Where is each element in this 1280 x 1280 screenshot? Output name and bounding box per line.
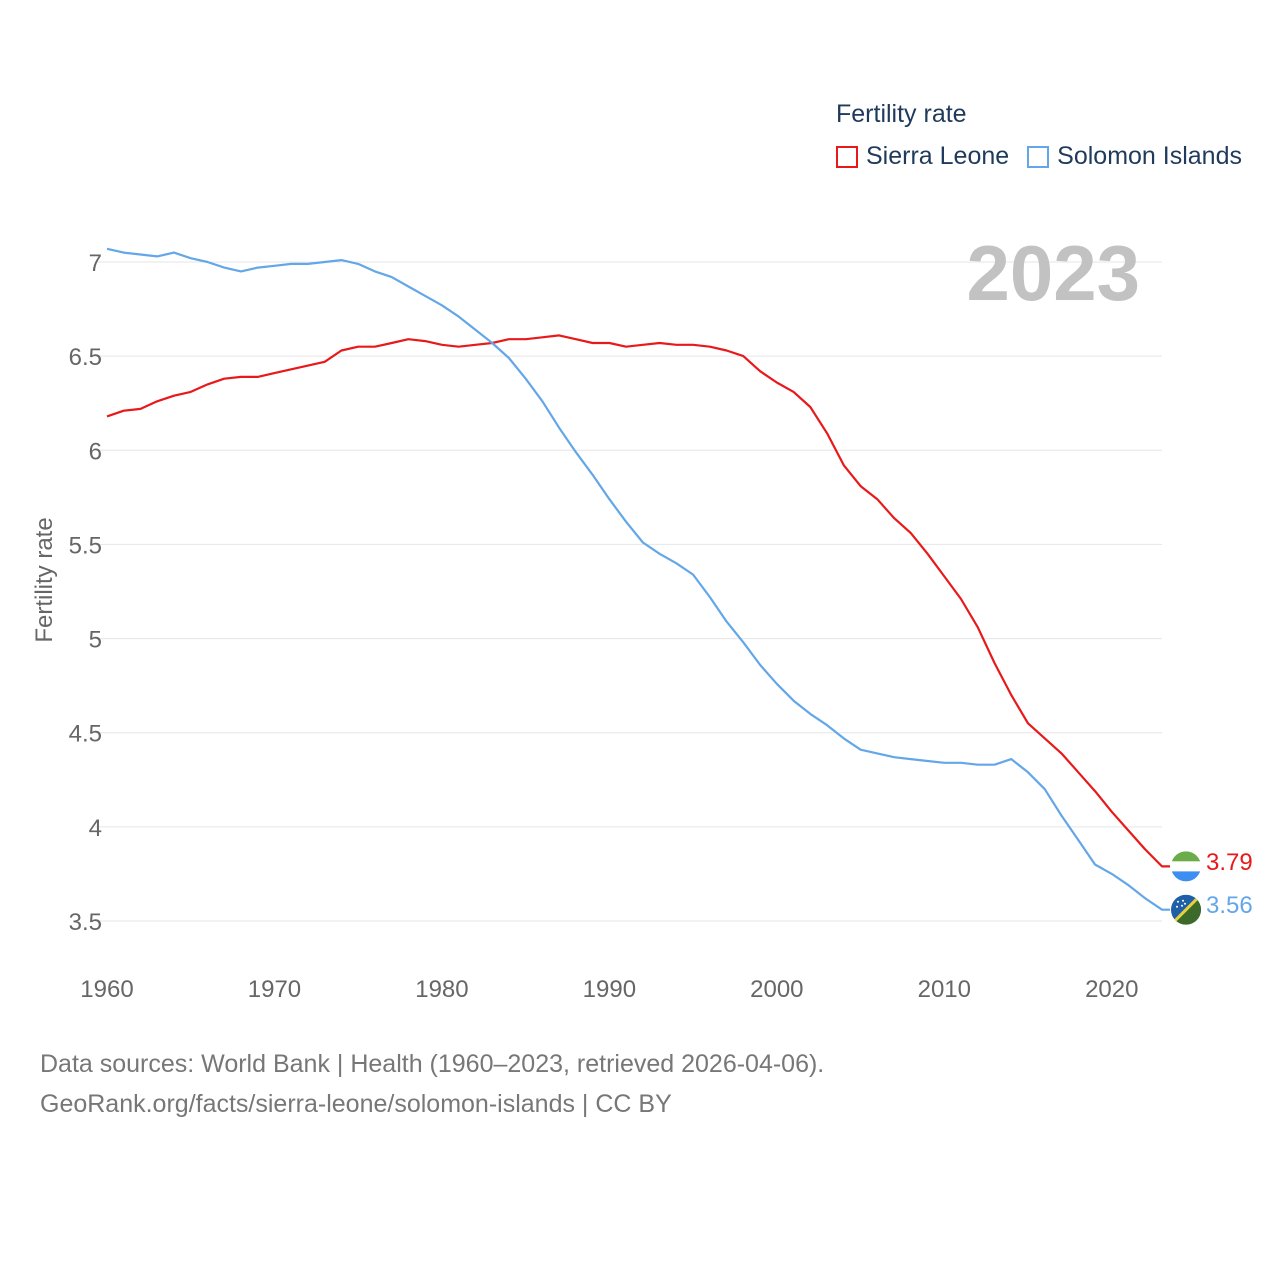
- x-tick-label: 1990: [583, 976, 636, 1003]
- data-series: [106, 247, 1170, 911]
- x-tick-label: 1960: [80, 976, 133, 1003]
- current-year-label: 2023: [966, 229, 1140, 317]
- end-markers: [1171, 851, 1201, 925]
- end-value-sierra-leone: 3.79: [1206, 849, 1253, 876]
- y-tick-label: 5: [89, 627, 102, 654]
- y-axis-ticks: 3.5 4 4.5 5 5.5 6 6.5 7: [69, 250, 102, 936]
- y-tick-label: 7: [89, 250, 102, 277]
- solomon-islands-flag-icon: [1171, 894, 1201, 925]
- legend-title: Fertility rate: [836, 100, 967, 128]
- y-tick-label: 3.5: [69, 909, 102, 936]
- y-tick-label: 4: [89, 815, 102, 842]
- legend-label-sierra-leone: Sierra Leone: [866, 142, 1010, 170]
- x-tick-label: 2020: [1085, 976, 1138, 1003]
- x-axis-ticks: 1960 1970 1980 1990 2000 2010 2020: [80, 976, 1138, 1003]
- data-source-note: Data sources: World Bank | Health (1960–…: [40, 1044, 824, 1124]
- legend-label-solomon-islands: Solomon Islands: [1057, 142, 1242, 170]
- y-tick-label: 4.5: [69, 721, 102, 748]
- series-line-solomon-islands[interactable]: [106, 247, 1170, 911]
- legend-swatch-solomon-islands: [1027, 145, 1050, 168]
- legend-item-solomon-islands[interactable]: Solomon Islands: [1027, 142, 1242, 171]
- x-tick-label: 2000: [750, 976, 803, 1003]
- y-tick-label: 6: [89, 438, 102, 465]
- legend: Sierra Leone Solomon Islands: [836, 142, 1260, 171]
- series-line-sierra-leone[interactable]: [106, 334, 1170, 868]
- sierra-leone-flag-icon: [1171, 851, 1201, 882]
- source-line-2[interactable]: GeoRank.org/facts/sierra-leone/solomon-i…: [40, 1090, 672, 1118]
- x-tick-label: 2010: [918, 976, 971, 1003]
- x-tick-label: 1970: [248, 976, 301, 1003]
- x-tick-label: 1980: [415, 976, 468, 1003]
- source-line-1: Data sources: World Bank | Health (1960–…: [40, 1050, 825, 1078]
- y-tick-label: 5.5: [69, 532, 102, 559]
- legend-item-sierra-leone[interactable]: Sierra Leone: [836, 142, 1009, 171]
- grid-lines: [95, 261, 1162, 922]
- y-tick-label: 6.5: [69, 344, 102, 371]
- end-value-solomon-islands: 3.56: [1206, 892, 1253, 919]
- legend-swatch-sierra-leone: [836, 145, 858, 168]
- y-axis-label: Fertility rate: [31, 517, 58, 642]
